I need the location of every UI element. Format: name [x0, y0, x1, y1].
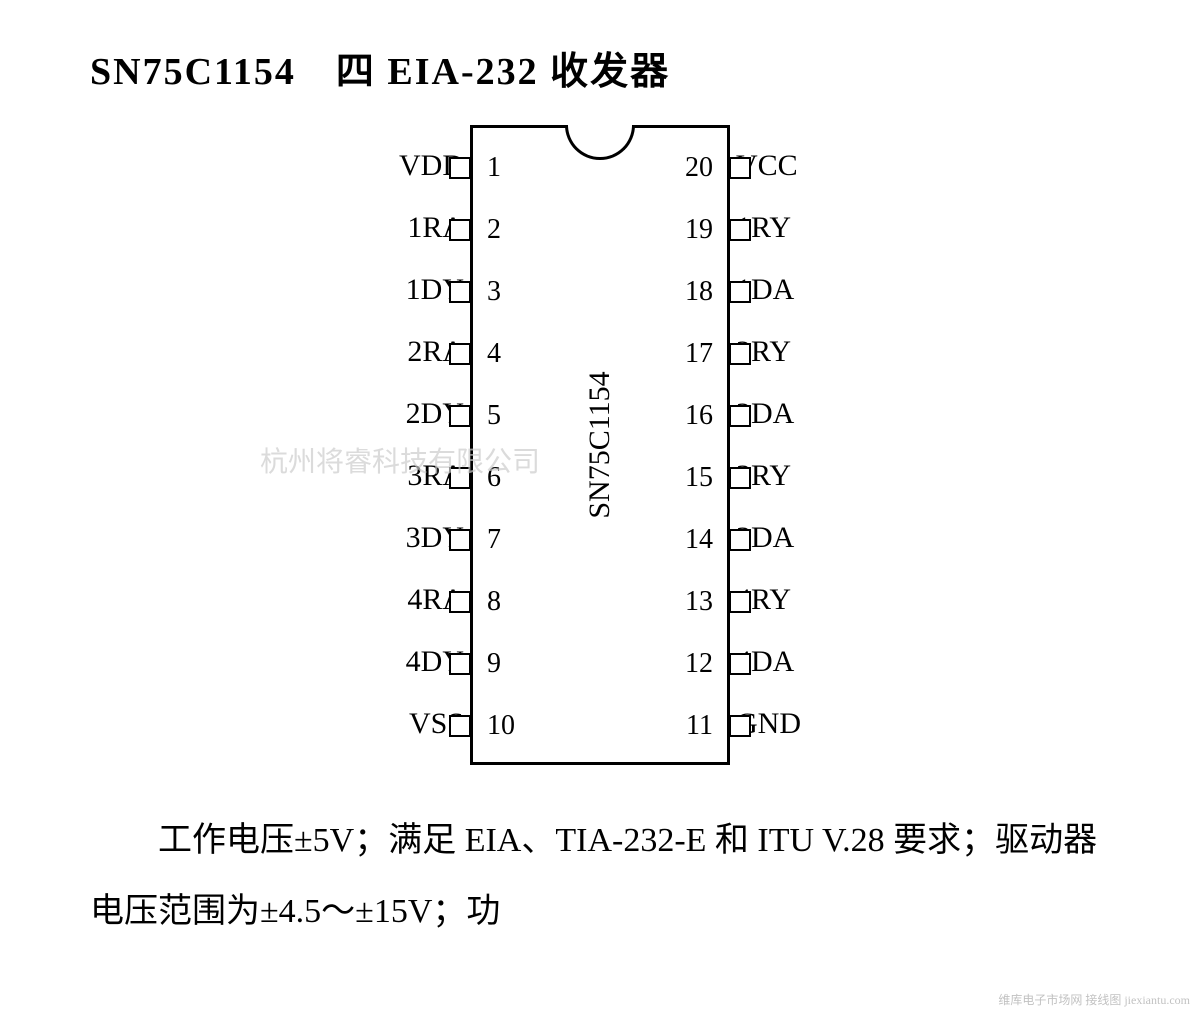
pin-label-right: 2RY	[736, 321, 836, 383]
pin-number: 6	[487, 462, 501, 494]
chip-notch	[565, 125, 635, 160]
pin-number: 9	[487, 648, 501, 680]
pin-box	[449, 281, 471, 303]
pin-label-right: VCC	[736, 135, 836, 197]
pin-number: 11	[686, 710, 713, 742]
pin-number: 14	[685, 524, 713, 556]
pin-box	[729, 405, 751, 427]
pin-box	[729, 157, 751, 179]
pin-label-right: GND	[736, 693, 836, 755]
pin-number: 20	[685, 152, 713, 184]
pin-box	[449, 591, 471, 613]
pin-number: 2	[487, 214, 501, 246]
pin-label-right: 4RY	[736, 569, 836, 631]
chip-name: SN75C1154	[583, 371, 617, 518]
pin-label-right: 1RY	[736, 197, 836, 259]
pin-number: 19	[685, 214, 713, 246]
description-text: 工作电压±5V；满足 EIA、TIA-232-E 和 ITU V.28 要求；驱…	[80, 805, 1120, 948]
pin-number: 7	[487, 524, 501, 556]
pin-box	[729, 219, 751, 241]
pin-box	[449, 467, 471, 489]
pin-number: 18	[685, 276, 713, 308]
pin-number: 5	[487, 400, 501, 432]
pin-box	[449, 219, 471, 241]
pin-box	[729, 467, 751, 489]
watermark-bottom: 维库电子市场网 接线图 jiexiantu.com	[998, 991, 1190, 1008]
chip-diagram: VDD1RA1DY2RA2DY3RA3DY4RA4DYVSS SN75C1154…	[280, 125, 920, 765]
right-labels: VCC1RY1DA2RY2DA3RY3DA4RY4DAGND	[736, 135, 836, 755]
pin-box	[449, 529, 471, 551]
pin-label-right: 4DA	[736, 631, 836, 693]
pin-box	[449, 653, 471, 675]
pin-number: 13	[685, 586, 713, 618]
pin-number: 16	[685, 400, 713, 432]
page-title: SN75C1154 四 EIA-232 收发器	[80, 40, 1120, 95]
pin-box	[729, 529, 751, 551]
pin-box	[449, 157, 471, 179]
pin-box	[449, 343, 471, 365]
pin-number: 12	[685, 648, 713, 680]
chip-body: SN75C1154 123456789102019181716151413121…	[470, 125, 730, 765]
pin-box	[729, 653, 751, 675]
pin-number: 10	[487, 710, 515, 742]
pin-box	[729, 591, 751, 613]
pin-box	[729, 281, 751, 303]
pin-number: 15	[685, 462, 713, 494]
pin-number: 8	[487, 586, 501, 618]
pin-box	[729, 715, 751, 737]
pin-number: 4	[487, 338, 501, 370]
pin-label-right: 3DA	[736, 507, 836, 569]
pin-box	[449, 715, 471, 737]
pin-box	[729, 343, 751, 365]
pin-number: 17	[685, 338, 713, 370]
pin-number: 3	[487, 276, 501, 308]
pin-label-right: 2DA	[736, 383, 836, 445]
pin-label-right: 1DA	[736, 259, 836, 321]
pin-label-right: 3RY	[736, 445, 836, 507]
pin-number: 1	[487, 152, 501, 184]
pin-box	[449, 405, 471, 427]
